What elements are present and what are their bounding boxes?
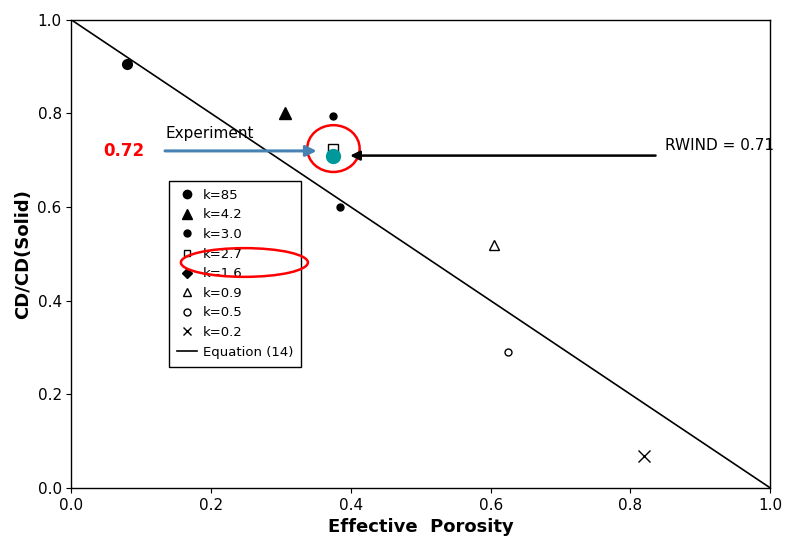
- Text: 0.72: 0.72: [103, 142, 144, 160]
- Text: RWIND = 0.71: RWIND = 0.71: [666, 138, 774, 153]
- Legend: k=85, k=4.2, k=3.0, k=2.7, k=1.6, k=0.9, k=0.5, k=0.2, Equation (14): k=85, k=4.2, k=3.0, k=2.7, k=1.6, k=0.9,…: [169, 181, 302, 366]
- X-axis label: Effective  Porosity: Effective Porosity: [328, 518, 514, 536]
- Y-axis label: CD/CD(Solid): CD/CD(Solid): [14, 189, 32, 319]
- Text: Experiment: Experiment: [166, 126, 254, 141]
